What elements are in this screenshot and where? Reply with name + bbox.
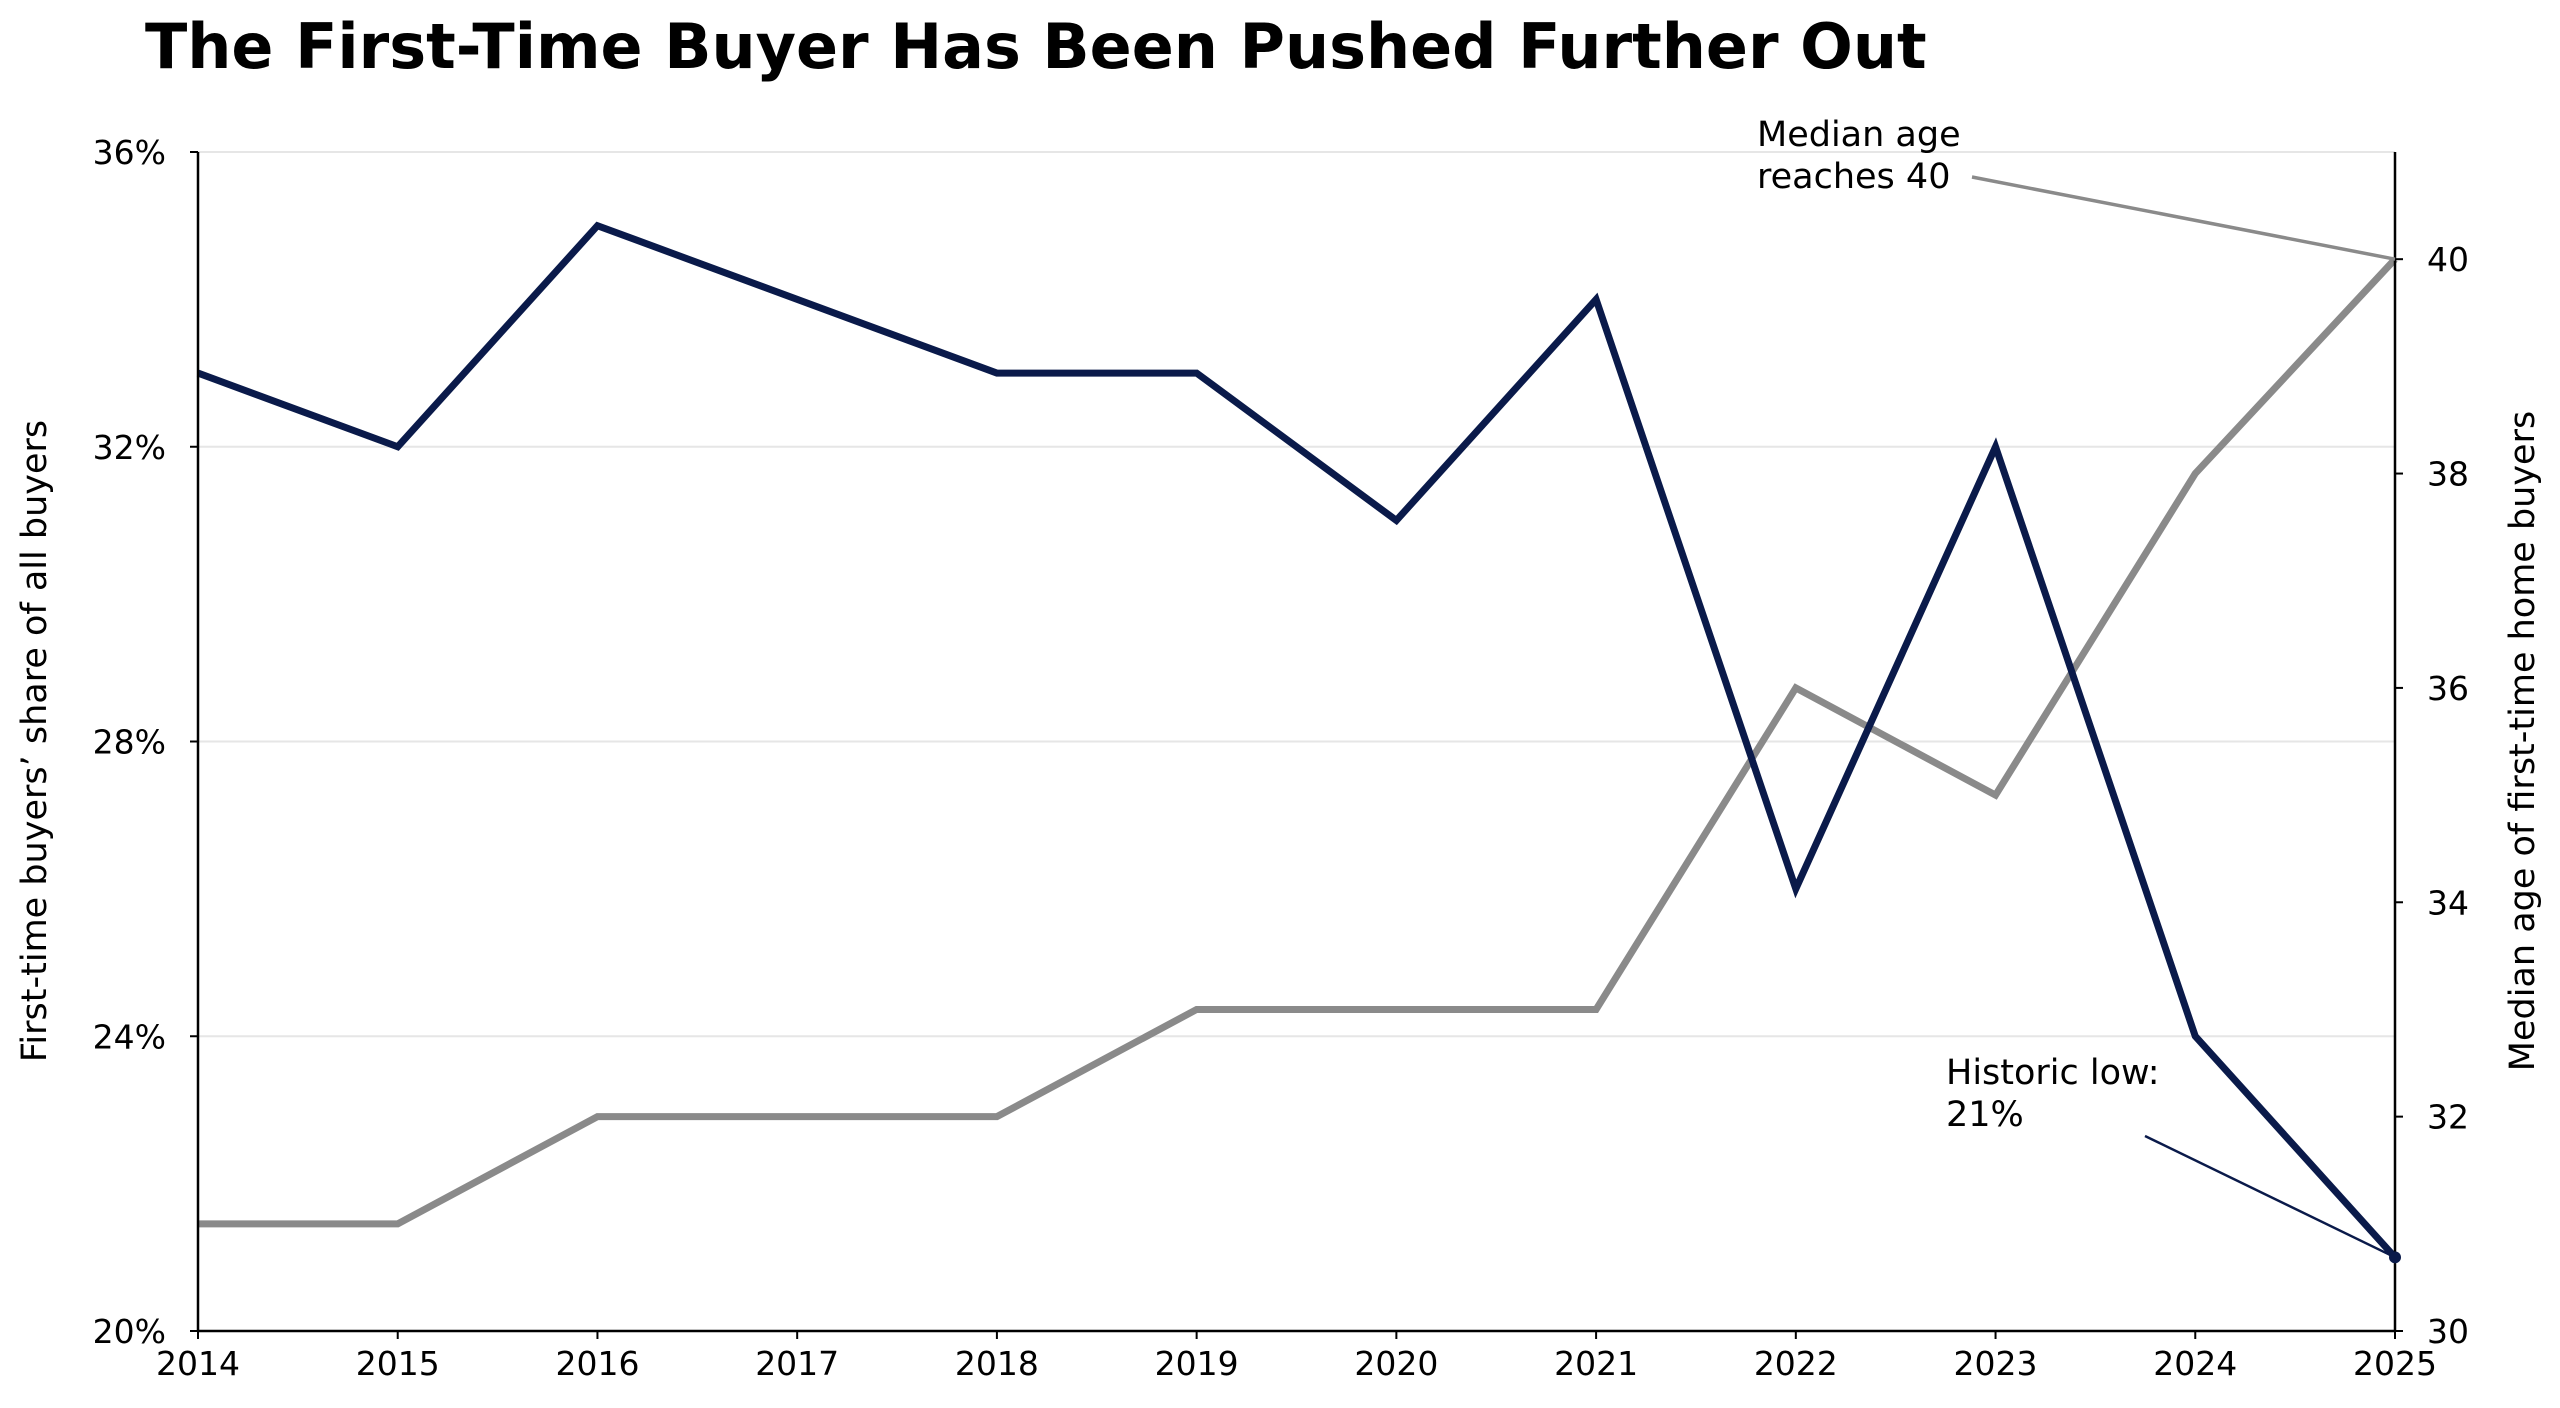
y-right-tick-label: 32 (2427, 1098, 2469, 1137)
x-tick-label: 2017 (755, 1344, 839, 1383)
annotation-text: Historic low: (1946, 1053, 2160, 1093)
x-tick-label: 2014 (156, 1344, 240, 1383)
x-tick-label: 2023 (1954, 1344, 2038, 1383)
y-right-tick-label: 34 (2427, 883, 2469, 922)
y-right-tick-label: 38 (2427, 455, 2469, 494)
y-right-tick-label: 40 (2427, 240, 2469, 279)
annotation-arrow (2145, 1136, 2395, 1257)
gridlines (198, 152, 2395, 1036)
y-right-tick-label: 36 (2427, 669, 2469, 708)
x-tick-label: 2021 (1554, 1344, 1638, 1383)
annotation-arrow (1972, 177, 2395, 259)
annotation-text: reaches 40 (1757, 157, 1950, 197)
y-left-tick-label: 28% (93, 723, 166, 762)
x-tick-label: 2018 (955, 1344, 1039, 1383)
annotation-point (2389, 1251, 2401, 1263)
y-left-tick-label: 24% (93, 1017, 166, 1056)
annotation-text: 21% (1946, 1095, 2024, 1135)
x-tick-label: 2020 (1354, 1344, 1438, 1383)
x-tick-label: 2022 (1754, 1344, 1838, 1383)
chart-title: The First-Time Buyer Has Been Pushed Fur… (145, 10, 1927, 83)
x-tick-label: 2016 (555, 1344, 639, 1383)
annotation-text: Median age (1757, 115, 1961, 155)
y-left-tick-label: 32% (93, 428, 166, 467)
y-left-tick-label: 36% (93, 133, 166, 172)
y-left-tick-label: 20% (93, 1312, 166, 1351)
x-tick-label: 2025 (2353, 1344, 2437, 1383)
x-tick-label: 2019 (1155, 1344, 1239, 1383)
y-axis-right-label: Median age of first-time home buyers (2503, 411, 2543, 1071)
x-tick-label: 2024 (2153, 1344, 2237, 1383)
x-tick-label: 2015 (356, 1344, 440, 1383)
y-axis-left-label: First-time buyers’ share of all buyers (15, 420, 55, 1062)
